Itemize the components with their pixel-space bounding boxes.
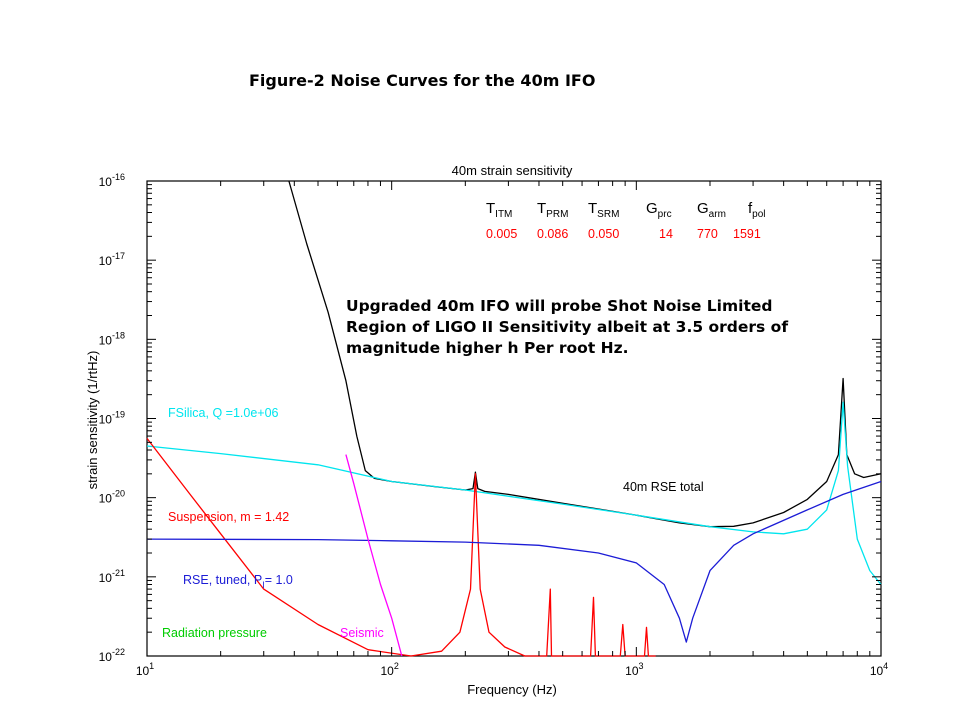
chart-title: 40m strain sensitivity bbox=[452, 163, 573, 178]
x-tick-label: 101 bbox=[136, 661, 154, 678]
annotation-line: Region of LIGO II Sensitivity albeit at … bbox=[346, 318, 789, 336]
y-tick-label: 10-16 bbox=[99, 172, 125, 189]
y-tick-label: 10-22 bbox=[99, 647, 125, 664]
y-tick-label: 10-21 bbox=[99, 568, 125, 585]
slide-title: Figure-2 Noise Curves for the 40m IFO bbox=[249, 71, 596, 90]
axis-ticks: 101 102 103 104 10-22 10-21 10-20 10-19 10-18 10-… bbox=[99, 172, 889, 678]
annotation-line: Upgraded 40m IFO will probe Shot Noise L… bbox=[346, 297, 773, 315]
rse-label: RSE, tuned, PI= 1.0 bbox=[183, 573, 293, 590]
parameter-table: TITM TPRM TSRM Gprc Garm fpol 0.005 0.086 0.050 1… bbox=[486, 200, 766, 241]
param-value: 14 bbox=[659, 227, 673, 241]
seismic-curve bbox=[345, 454, 403, 657]
total-curve bbox=[288, 180, 882, 528]
x-axis-label: Frequency (Hz) bbox=[467, 682, 557, 697]
radiation-label: Radiation pressure bbox=[162, 626, 267, 640]
param-value: 0.050 bbox=[588, 227, 619, 241]
y-axis-label: strain sensitivity (1/rtHz) bbox=[85, 351, 100, 490]
fsilica-label: FSilica, Q =1.0e+06 bbox=[168, 406, 279, 420]
seismic-label: Seismic bbox=[340, 626, 384, 640]
y-tick-label: 10-18 bbox=[99, 330, 125, 347]
suspension-label: Suspension, m = 1.42 bbox=[168, 510, 289, 524]
suspension-curve bbox=[146, 438, 656, 657]
param-header: TSRM bbox=[588, 200, 619, 220]
param-value: 770 bbox=[697, 227, 718, 241]
x-tick-label: 102 bbox=[380, 661, 398, 678]
rse-curve bbox=[146, 480, 882, 643]
param-header: TPRM bbox=[537, 200, 568, 220]
annotation-text: Upgraded 40m IFO will probe Shot Noise L… bbox=[346, 296, 846, 359]
total-label: 40m RSE total bbox=[623, 480, 704, 494]
param-header: Gprc bbox=[646, 200, 672, 220]
param-header: TITM bbox=[486, 200, 512, 220]
param-header: Garm bbox=[697, 200, 726, 220]
fsilica-curve bbox=[146, 401, 882, 585]
y-tick-label: 10-19 bbox=[99, 410, 125, 427]
param-value: 1591 bbox=[733, 227, 761, 241]
y-tick-label: 10-20 bbox=[99, 489, 125, 506]
param-value: 0.005 bbox=[486, 227, 517, 241]
x-tick-label: 104 bbox=[870, 661, 888, 678]
param-header: fpol bbox=[748, 200, 766, 220]
series-layer bbox=[146, 180, 882, 657]
series-labels: 40m RSE total FSilica, Q =1.0e+06 Suspensi… bbox=[162, 406, 704, 640]
annotation-line: magnitude higher h Per root Hz. bbox=[346, 339, 629, 357]
x-tick-label: 103 bbox=[625, 661, 643, 678]
param-value: 0.086 bbox=[537, 227, 568, 241]
y-tick-label: 10-17 bbox=[99, 251, 125, 268]
